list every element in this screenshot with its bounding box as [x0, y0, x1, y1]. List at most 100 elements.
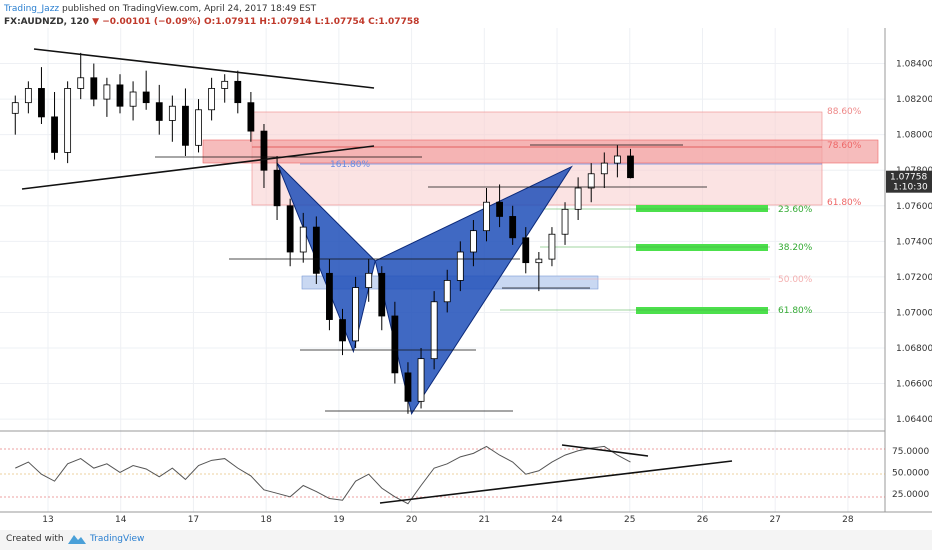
rsi-tick-label: 25.0000 [892, 490, 929, 500]
y-tick-label: 1.06800 [896, 344, 932, 354]
rsi-line [15, 445, 631, 505]
fib-label: 61.80% [778, 306, 813, 316]
y-tick-label: 1.07600 [896, 202, 932, 212]
candle-body [365, 272, 373, 288]
candle-body [208, 88, 216, 111]
fib-label: 50.00% [778, 275, 813, 285]
candle-body [404, 372, 412, 402]
x-tick-label: 20 [406, 515, 418, 525]
high: H:1.07914 [259, 17, 311, 27]
countdown: 1:10:30 [893, 183, 928, 193]
rsi-tick-label: 50.0000 [892, 468, 929, 478]
candle-body [103, 84, 111, 100]
candle-body [574, 187, 582, 210]
candles-layer [11, 52, 634, 414]
candle-body [470, 230, 477, 253]
candle-body [312, 226, 320, 274]
candle-body [326, 272, 333, 320]
x-tick-label: 27 [769, 515, 780, 525]
x-tick-label: 28 [842, 515, 854, 525]
last-price-box [886, 170, 932, 193]
candle-body [64, 88, 72, 153]
footer: Created with [6, 534, 64, 544]
candle-body [443, 280, 451, 303]
candle-body [430, 301, 438, 360]
x-tick-label: 14 [115, 515, 127, 525]
candle-body [273, 169, 281, 207]
candle-body [483, 201, 490, 232]
y-tick-label: 1.07200 [896, 273, 932, 283]
candle-body [299, 226, 307, 253]
candle-body [587, 173, 595, 189]
candle-body [234, 80, 242, 104]
rsi-tick-label: 75.0000 [892, 447, 929, 457]
x-tick-label: 18 [260, 515, 272, 525]
candle-body [24, 88, 32, 104]
symbol: FX:AUDNZD, 120 [4, 17, 89, 27]
trendline [21, 145, 375, 190]
fib-label: 161.80% [330, 160, 370, 170]
x-tick-label: 13 [42, 515, 53, 525]
author: Trading_Jazz [3, 4, 59, 14]
x-tick-label: 17 [188, 515, 199, 525]
candle-body [260, 130, 268, 171]
logo [68, 535, 86, 544]
candle-body [142, 91, 150, 104]
candle-body [38, 88, 45, 118]
fib-label: 78.60% [827, 141, 862, 151]
x-tick-label: 25 [624, 515, 635, 525]
candle-body [417, 358, 425, 402]
y-tick-label: 1.06400 [896, 415, 932, 425]
candle-body [561, 208, 569, 235]
created: Created with [6, 534, 64, 544]
fib-label: 23.60% [778, 205, 813, 215]
prz-zone [202, 139, 879, 164]
divergence [561, 444, 649, 457]
y-tick-label: 1.07400 [896, 237, 932, 247]
candle-body [627, 155, 634, 179]
candle-body [391, 315, 399, 374]
candle-body [286, 205, 294, 253]
target [636, 205, 768, 212]
candle-body [155, 102, 163, 121]
candle-body [221, 80, 229, 89]
pattern-layer [276, 162, 573, 416]
candle-body [352, 287, 359, 342]
rsi-layer [15, 445, 631, 505]
change: ▼ −0.00101 (−0.09%) [92, 17, 201, 27]
candle-body [195, 109, 202, 146]
target [636, 307, 768, 314]
candle-body [247, 102, 255, 132]
candle-body [90, 77, 98, 100]
y-tick-label: 1.08000 [896, 131, 932, 141]
candle-body [548, 233, 556, 260]
candle-body [378, 272, 386, 317]
published: published on TradingView.com, April 24, … [59, 4, 316, 14]
x-tick-label: 24 [551, 515, 563, 525]
fib-label: 88.60% [827, 107, 862, 117]
footer-bar [0, 530, 932, 550]
last-price: 1.07758 [890, 173, 927, 183]
trendlines [21, 48, 707, 412]
x-tick-label: 26 [697, 515, 709, 525]
candle-body [613, 155, 621, 164]
candle-body [339, 319, 346, 342]
candle-body [77, 77, 85, 89]
candle-body [509, 216, 517, 239]
candle-body [168, 105, 176, 121]
candle-body [456, 251, 464, 281]
symbol-line: FX:AUDNZD, 120 ▼ −0.00101 (−0.09%) O:1.0… [4, 17, 419, 27]
x-tick-label: 19 [333, 515, 345, 525]
candle-body [182, 105, 189, 146]
open: O:1.07911 [204, 17, 256, 27]
header: Trading_Jazz published on TradingView.co… [3, 4, 317, 14]
low: L:1.07754 [315, 17, 365, 27]
candle-body [11, 102, 19, 114]
target [636, 244, 768, 251]
y-tick-label: 1.07000 [896, 308, 932, 318]
candle-body [535, 258, 543, 264]
candle-body [129, 91, 137, 107]
y-tick-label: 1.08200 [896, 95, 932, 105]
